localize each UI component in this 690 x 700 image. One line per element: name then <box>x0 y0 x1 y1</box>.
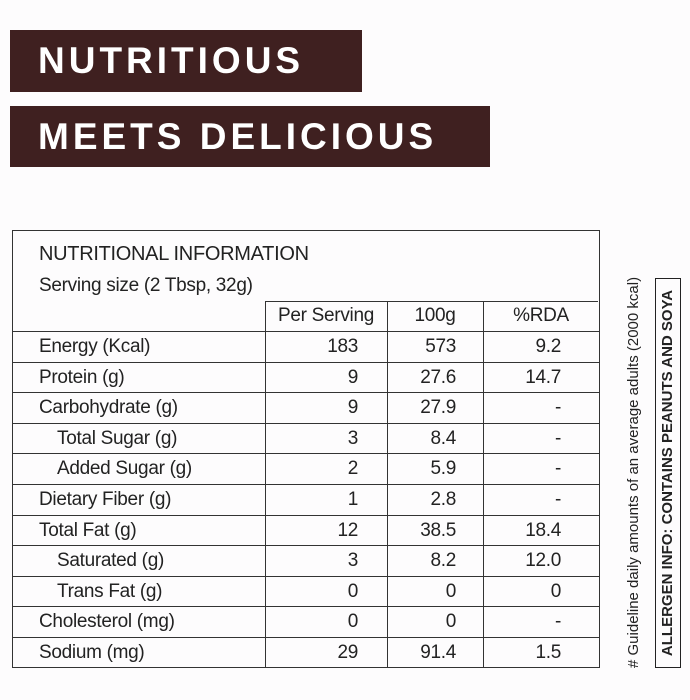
cell-value: 2 <box>347 458 359 480</box>
column-header: Per Serving <box>278 305 374 326</box>
cell-value: 9.2 <box>535 336 561 357</box>
cell-value: 3 <box>347 427 359 449</box>
cell-value: 183 <box>327 336 358 357</box>
row-label: Total Fat (g) <box>39 519 137 541</box>
nutrition-table: NUTRITIONAL INFORMATION Serving size (2 … <box>12 230 600 668</box>
rule <box>13 545 599 547</box>
cell-value: 8.4 <box>430 427 456 449</box>
rule <box>265 301 598 302</box>
cell-value: 8.2 <box>430 550 456 572</box>
cell-value: 9 <box>347 366 359 388</box>
row-label: Carbohydrate (g) <box>39 397 178 419</box>
cell-value: 0 <box>550 580 562 602</box>
cell-value: 573 <box>425 336 456 357</box>
rule <box>13 606 599 608</box>
row-label: Saturated (g) <box>57 550 164 572</box>
cell-value: 9 <box>347 397 359 419</box>
cell-value: - <box>554 427 561 449</box>
cell-value: - <box>554 611 561 633</box>
column-header: 100g <box>414 305 456 326</box>
cell-value: 18.4 <box>525 519 561 541</box>
banner-line: NUTRITIOUS <box>10 30 362 92</box>
row-label: Energy (Kcal) <box>39 336 151 357</box>
table-title: NUTRITIONAL INFORMATION <box>39 243 309 265</box>
cell-value: 1 <box>347 489 359 510</box>
cell-value: 0 <box>445 580 457 602</box>
cell-value: 12 <box>337 519 358 541</box>
cell-value: - <box>554 397 561 419</box>
cell-value: - <box>554 489 561 510</box>
cell-value: 0 <box>445 611 457 633</box>
rule <box>13 453 599 455</box>
cell-value: - <box>554 458 561 480</box>
row-label: Added Sugar (g) <box>57 458 192 480</box>
cell-value: 3 <box>347 550 359 572</box>
rule <box>13 575 599 577</box>
banner-line: MEETS DELICIOUS <box>10 106 490 167</box>
row-label: Trans Fat (g) <box>57 580 163 602</box>
column-header: %RDA <box>513 305 569 326</box>
cell-value: 27.6 <box>420 366 456 388</box>
cell-value: 38.5 <box>420 519 456 541</box>
rule <box>13 422 599 424</box>
row-label: Dietary Fiber (g) <box>39 489 172 510</box>
cell-value: 12.0 <box>525 550 561 572</box>
serving-size: Serving size (2 Tbsp, 32g) <box>39 275 253 296</box>
cell-value: 2.8 <box>430 489 456 510</box>
rule <box>13 392 599 394</box>
cell-value: 0 <box>347 580 359 602</box>
cell-value: 14.7 <box>525 366 561 388</box>
rule <box>13 331 599 332</box>
cell-value: 91.4 <box>420 642 456 663</box>
allergen-info: ALLERGEN INFO: CONTAINS PEANUTS AND SOYA <box>655 278 681 668</box>
rule <box>13 484 599 485</box>
row-label: Protein (g) <box>39 366 125 388</box>
rule <box>13 361 599 363</box>
footnote: # Guideline daily amounts of an average … <box>625 276 642 668</box>
rule <box>13 514 599 516</box>
cell-value: 5.9 <box>430 458 456 480</box>
rule <box>13 637 599 638</box>
cell-value: 29 <box>337 642 358 663</box>
row-label: Total Sugar (g) <box>57 427 178 449</box>
row-label: Sodium (mg) <box>39 642 145 663</box>
row-label: Cholesterol (mg) <box>39 611 175 633</box>
cell-value: 0 <box>347 611 359 633</box>
cell-value: 27.9 <box>420 397 456 419</box>
cell-value: 1.5 <box>535 642 561 663</box>
